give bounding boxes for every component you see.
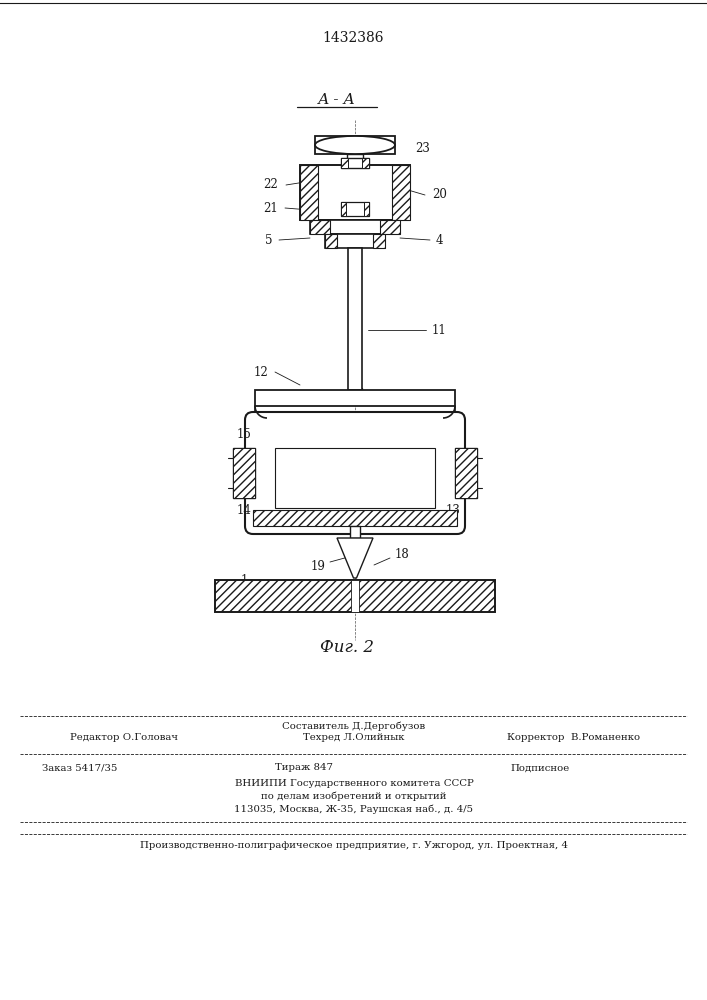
Bar — [392, 165, 410, 220]
Bar — [348, 248, 362, 390]
Bar — [341, 202, 346, 216]
Text: 20: 20 — [432, 188, 447, 202]
Text: Корректор  В.Романенко: Корректор В.Романенко — [507, 732, 640, 742]
Bar — [310, 220, 330, 234]
Text: 13: 13 — [446, 504, 461, 516]
Bar — [310, 220, 400, 234]
Text: 23: 23 — [415, 141, 430, 154]
Text: Составитель Д.Дергобузов: Составитель Д.Дергобузов — [282, 721, 426, 731]
Bar — [233, 448, 255, 498]
Bar — [364, 202, 369, 216]
Bar — [215, 580, 495, 612]
Text: Фиг. 2: Фиг. 2 — [320, 640, 374, 656]
Bar — [325, 234, 337, 248]
Text: 113035, Москва, Ж-35, Раушская наб., д. 4/5: 113035, Москва, Ж-35, Раушская наб., д. … — [235, 804, 474, 814]
Text: 5: 5 — [264, 233, 272, 246]
Bar — [347, 154, 363, 165]
Bar — [300, 165, 410, 220]
Text: Техред Л.Олийнык: Техред Л.Олийнык — [303, 732, 404, 742]
Bar — [341, 202, 369, 216]
Bar — [300, 165, 318, 220]
Text: 19: 19 — [310, 560, 325, 574]
Text: Подписное: Подписное — [510, 764, 569, 772]
Text: Заказ 5417/35: Заказ 5417/35 — [42, 764, 117, 772]
Bar — [325, 234, 385, 248]
Bar — [362, 158, 369, 168]
Bar — [253, 510, 457, 526]
FancyBboxPatch shape — [245, 412, 465, 534]
Text: ВНИИПИ Государственного комитета СССР: ВНИИПИ Государственного комитета СССР — [235, 778, 474, 788]
Bar — [455, 448, 477, 498]
Bar — [373, 234, 385, 248]
Bar — [341, 158, 369, 168]
Bar — [380, 220, 400, 234]
Text: 21: 21 — [263, 202, 278, 215]
Ellipse shape — [315, 136, 395, 154]
Text: 18: 18 — [395, 548, 410, 562]
Polygon shape — [337, 538, 373, 578]
Bar — [351, 580, 359, 612]
Text: 1: 1 — [240, 574, 248, 586]
Text: 4: 4 — [436, 233, 443, 246]
Bar — [341, 158, 348, 168]
Text: 22: 22 — [263, 178, 278, 192]
Text: Производственно-полиграфическое предприятие, г. Ужгород, ул. Проектная, 4: Производственно-полиграфическое предприя… — [140, 842, 568, 850]
Text: 1432386: 1432386 — [322, 31, 384, 45]
Bar — [275, 448, 435, 508]
Text: А - А: А - А — [318, 93, 356, 107]
Bar — [233, 448, 255, 498]
Text: Тираж 847: Тираж 847 — [275, 764, 333, 772]
Text: 14: 14 — [237, 504, 252, 516]
Bar — [455, 448, 477, 498]
Text: 12: 12 — [253, 365, 268, 378]
Bar — [350, 526, 360, 538]
Text: 11: 11 — [432, 324, 447, 336]
Text: Редактор О.Головач: Редактор О.Головач — [70, 732, 178, 742]
Text: по делам изобретений и открытий: по делам изобретений и открытий — [262, 791, 447, 801]
Bar — [255, 390, 455, 406]
Bar — [315, 136, 395, 154]
Text: 15: 15 — [237, 428, 252, 442]
